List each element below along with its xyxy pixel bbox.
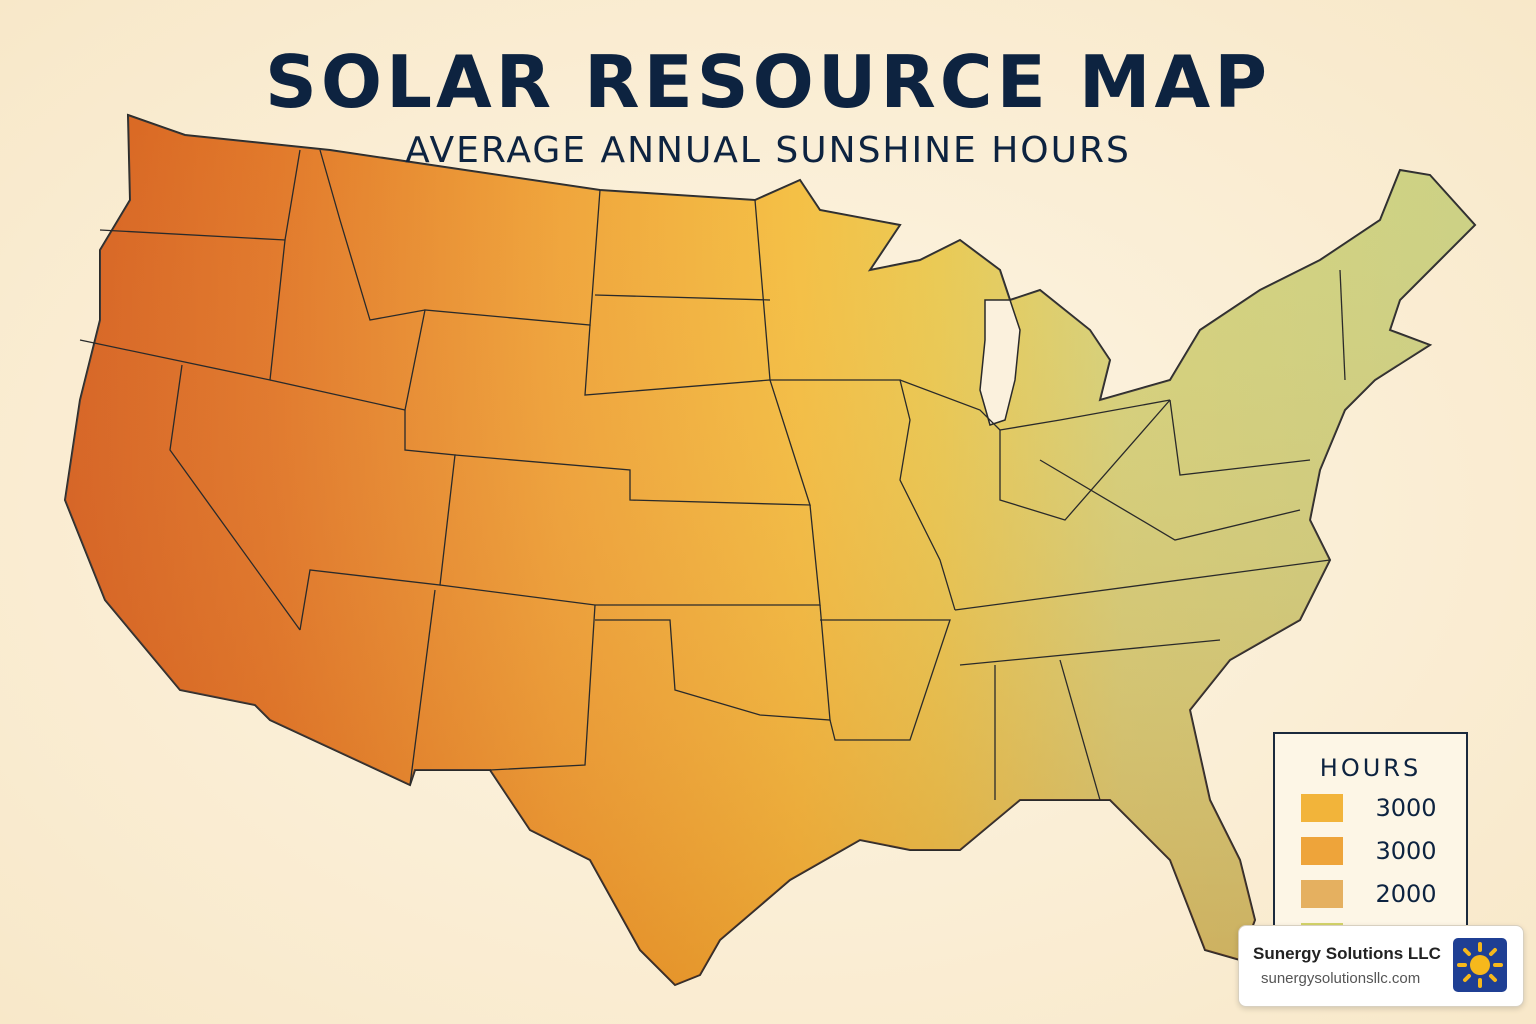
lake-michigan <box>979 299 1021 426</box>
legend-swatch <box>1301 880 1343 908</box>
legend-label: 3000 <box>1375 794 1437 822</box>
brand-badge: Sunergy Solutions LLC sunergysolutionsll… <box>1238 925 1524 1007</box>
legend-item: 2000 <box>1301 880 1461 910</box>
legend: HOURS 3000 3000 2000 <box>1273 732 1468 951</box>
us-shade <box>65 115 1475 985</box>
state-borders <box>79 149 1346 801</box>
brand-name: Sunergy Solutions LLC <box>1253 944 1441 963</box>
legend-swatch <box>1301 794 1343 822</box>
brand-logo <box>1453 938 1507 992</box>
legend-label: 2000 <box>1375 880 1437 908</box>
legend-label: 3000 <box>1375 837 1437 865</box>
legend-item: 3000 <box>1301 794 1461 824</box>
legend-title: HOURS <box>1319 754 1422 782</box>
brand-url: sunergysolutionsllc.com <box>1261 970 1421 987</box>
title: SOLAR RESOURCE MAP <box>265 40 1271 124</box>
subtitle: AVERAGE ANNUAL SUNSHINE HOURS <box>405 130 1131 171</box>
legend-swatch <box>1301 837 1343 865</box>
legend-item: 3000 <box>1301 837 1461 867</box>
